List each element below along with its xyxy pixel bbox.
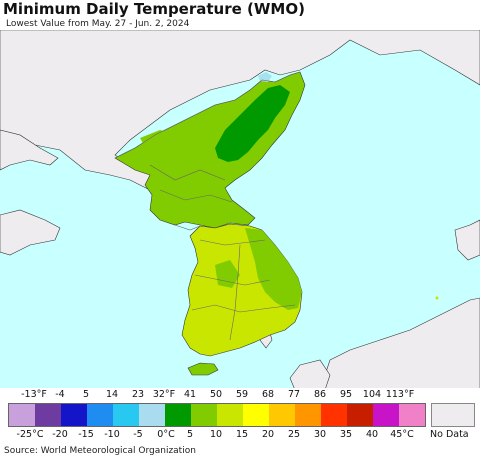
legend-swatch [9, 404, 35, 426]
tick-c: 25 [287, 429, 301, 440]
liaodong-coast [0, 129, 59, 171]
tick-f: 5 [82, 389, 90, 400]
tick-c: 15 [235, 429, 249, 440]
tick-f: 41 [183, 389, 197, 400]
tick-c: 0°C [157, 429, 175, 440]
tick-f: 14 [105, 389, 119, 400]
tick-f: 104 [362, 389, 382, 400]
admin-borders [114, 71, 301, 341]
color-scale-bar [8, 403, 426, 427]
mainland-china-russia [0, 30, 480, 191]
tick-c: 5 [186, 429, 194, 440]
tick-f: 32°F [152, 389, 176, 400]
ulleung-island [435, 296, 439, 300]
tick-f: 77 [287, 389, 301, 400]
tick-f: 86 [313, 389, 327, 400]
tick-f: 23 [131, 389, 145, 400]
tick-c: 45°C [390, 429, 414, 440]
legend-swatch [269, 404, 295, 426]
tick-c: 10 [209, 429, 223, 440]
legend-swatch [113, 404, 139, 426]
celsius-ticks: -25°C -20 -15 -10 -5 0°C 5 10 15 20 25 3… [0, 429, 480, 441]
tick-c: 35 [339, 429, 353, 440]
north-korea-cold-zone [215, 85, 290, 162]
legend-swatch [165, 404, 191, 426]
legend-swatch [87, 404, 113, 426]
legend-swatch [191, 404, 217, 426]
tick-c: 30 [313, 429, 327, 440]
legend-swatch [35, 404, 61, 426]
legend-swatch [243, 404, 269, 426]
japan-kyushu [289, 359, 331, 390]
no-data-label: No Data [430, 429, 469, 440]
no-data-swatch [431, 403, 475, 427]
legend-swatch [373, 404, 399, 426]
tick-c: -5 [133, 429, 143, 440]
north-korea-mid-zone [140, 130, 235, 180]
fahrenheit-ticks: -13°F -4 5 14 23 32°F 41 50 59 68 77 86 … [0, 389, 480, 401]
legend-swatch [347, 404, 373, 426]
page-subtitle: Lowest Value from May. 27 - Jun. 2, 2024 [6, 19, 190, 29]
page-title: Minimum Daily Temperature (WMO) [3, 0, 305, 18]
legend-swatch [217, 404, 243, 426]
tick-f: 95 [339, 389, 353, 400]
tick-c: 20 [261, 429, 275, 440]
tick-c: -10 [104, 429, 120, 440]
tick-c: -15 [78, 429, 94, 440]
source-credit: Source: World Meteorological Organizatio… [4, 446, 196, 456]
lake-mountain [258, 72, 272, 82]
tick-f: 59 [235, 389, 249, 400]
legend: -13°F -4 5 14 23 32°F 41 50 59 68 77 86 … [0, 388, 480, 444]
jeju-island [187, 362, 219, 376]
legend-swatch [139, 404, 165, 426]
tick-f: 50 [209, 389, 223, 400]
tick-c: -20 [52, 429, 68, 440]
japan-north-island [454, 219, 480, 261]
temperature-map [0, 30, 480, 390]
tick-c: 40 [365, 429, 379, 440]
south-korea-eastern-zone [245, 228, 302, 310]
legend-swatch [399, 404, 425, 426]
tick-f: -4 [55, 389, 65, 400]
legend-swatch [61, 404, 87, 426]
tick-c: -25°C [16, 429, 44, 440]
shandong-peninsula [0, 209, 61, 256]
tick-f: -13°F [21, 389, 47, 400]
tick-f: 113°F [385, 389, 415, 400]
map-canvas [0, 30, 480, 390]
legend-swatch [321, 404, 347, 426]
tick-f: 68 [261, 389, 275, 400]
legend-swatch [295, 404, 321, 426]
south-korea-central-zone [215, 260, 240, 288]
